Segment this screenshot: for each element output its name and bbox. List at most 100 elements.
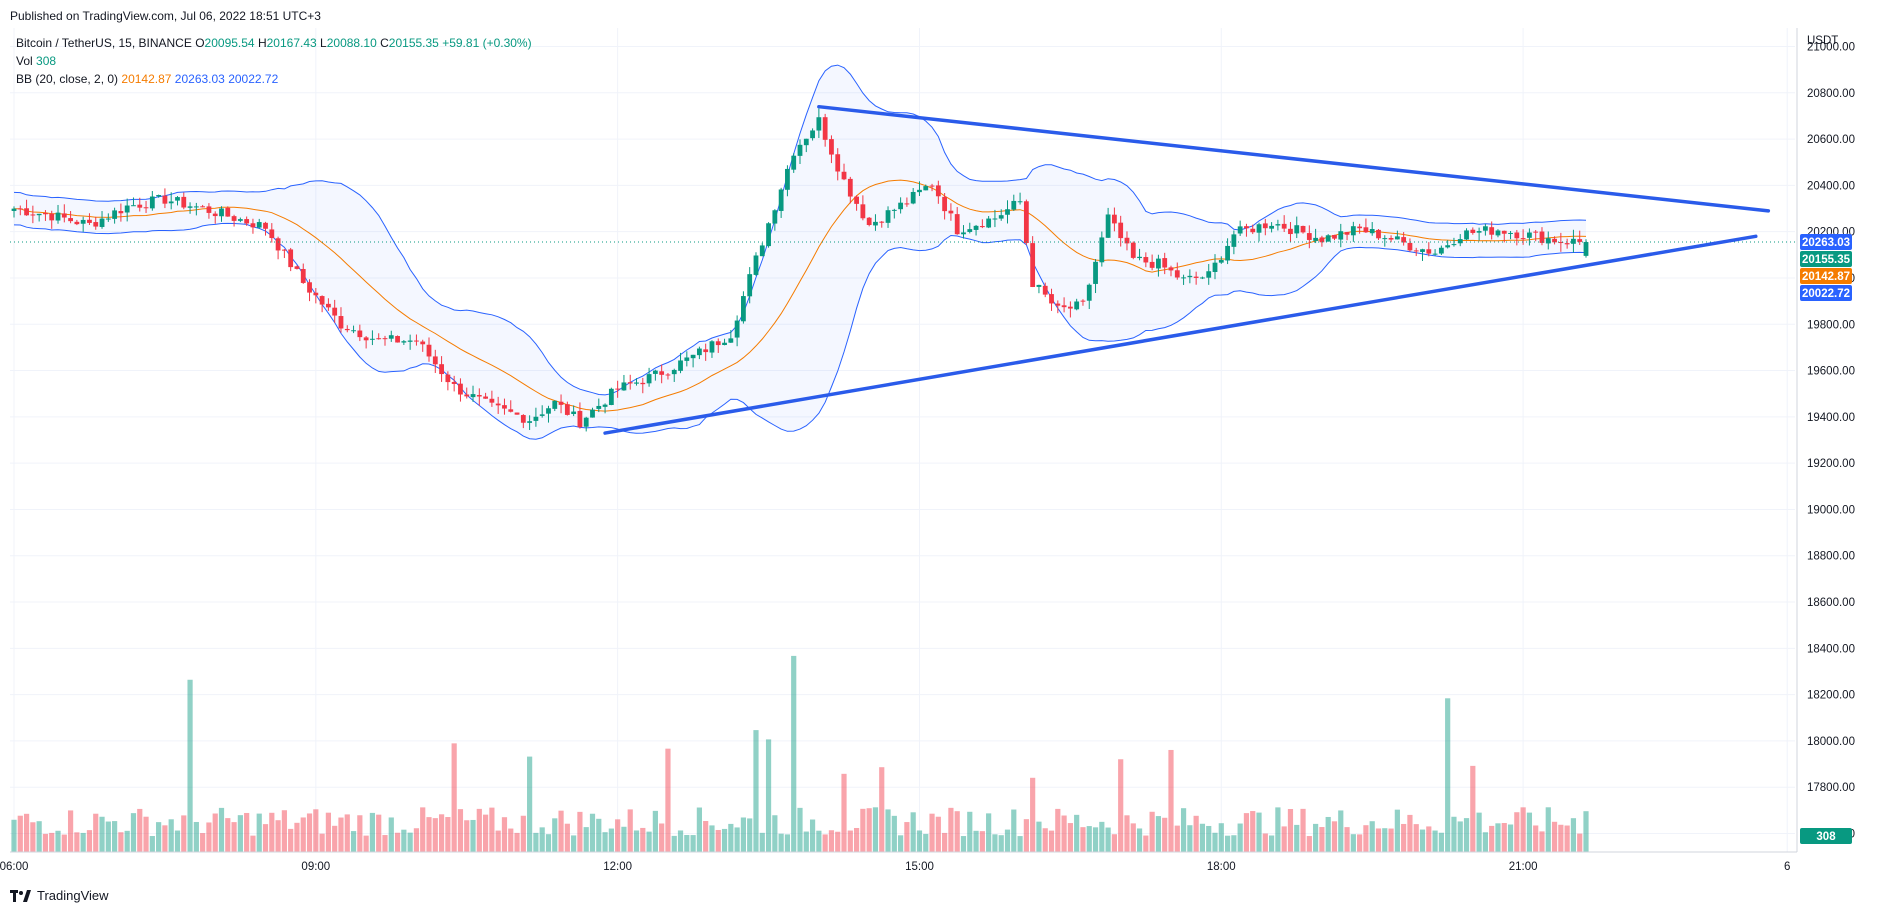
candle bbox=[885, 206, 891, 228]
candle-body bbox=[1350, 226, 1356, 236]
x-tick-label: 12:00 bbox=[603, 861, 632, 873]
candle-body bbox=[1055, 303, 1061, 306]
volume-bar bbox=[1489, 825, 1495, 852]
candle bbox=[36, 213, 42, 222]
volume-bar bbox=[306, 813, 313, 852]
candle bbox=[898, 197, 904, 214]
candle-body bbox=[646, 374, 652, 384]
candle bbox=[432, 349, 438, 373]
candle bbox=[659, 364, 665, 384]
volume-bar bbox=[866, 808, 872, 852]
volume-bar bbox=[483, 814, 489, 852]
candle-body bbox=[1036, 284, 1042, 287]
candle bbox=[1099, 231, 1105, 267]
candle-body bbox=[112, 210, 118, 219]
volume-bar bbox=[36, 821, 42, 852]
published-header: Published on TradingView.com, Jul 06, 20… bbox=[10, 9, 321, 23]
candle bbox=[1338, 223, 1344, 248]
candle-body bbox=[1256, 224, 1262, 233]
candle bbox=[1086, 283, 1092, 310]
candle bbox=[785, 165, 790, 197]
axis-price-label: 308 bbox=[1800, 828, 1852, 844]
volume-bar bbox=[61, 834, 67, 852]
legend: Bitcoin / TetherUS, 15, BINANCE O20095.5… bbox=[16, 34, 532, 88]
volume-bar bbox=[200, 833, 206, 852]
volume-bar bbox=[1243, 813, 1250, 852]
volume-bar bbox=[533, 832, 539, 852]
volume-bar bbox=[55, 830, 61, 852]
y-tick-label: 19000.00 bbox=[1807, 504, 1855, 516]
candle-body bbox=[741, 296, 746, 322]
volume-bar bbox=[860, 808, 866, 852]
volume-bar bbox=[1438, 832, 1444, 852]
volume-bar bbox=[1325, 816, 1331, 852]
candle bbox=[93, 216, 99, 230]
volume-bar bbox=[80, 832, 86, 852]
candle-body bbox=[476, 395, 482, 397]
candle-body bbox=[1093, 261, 1098, 284]
volume-bar bbox=[1149, 811, 1155, 852]
candle bbox=[596, 398, 602, 413]
volume-bar bbox=[1168, 749, 1174, 852]
volume-bar bbox=[17, 815, 23, 852]
candle-body bbox=[237, 219, 243, 221]
candle-body bbox=[193, 206, 199, 208]
candle bbox=[1313, 228, 1319, 244]
volume-bar bbox=[1061, 815, 1067, 852]
candle-body bbox=[1552, 238, 1557, 243]
candle bbox=[1005, 200, 1010, 224]
volume-bar bbox=[747, 818, 753, 852]
volume-bar bbox=[520, 815, 526, 852]
candle-body bbox=[1388, 237, 1394, 240]
candle bbox=[1401, 232, 1407, 246]
candle bbox=[1124, 231, 1130, 251]
candle bbox=[954, 207, 960, 235]
candle bbox=[979, 219, 985, 229]
candle-body bbox=[885, 210, 891, 223]
candle-body bbox=[615, 388, 621, 390]
candle bbox=[225, 206, 231, 217]
candle bbox=[338, 307, 344, 333]
candle-body bbox=[288, 249, 294, 268]
volume-bar bbox=[1281, 826, 1287, 852]
candle bbox=[476, 388, 482, 406]
candle-body bbox=[1162, 258, 1168, 268]
volume-bar bbox=[640, 827, 646, 852]
axis-price-label: 20142.87 bbox=[1800, 268, 1852, 284]
candle bbox=[652, 369, 658, 381]
plot-area bbox=[10, 28, 1795, 852]
volume-bar bbox=[571, 835, 577, 852]
candle bbox=[1011, 194, 1017, 211]
candle-body bbox=[11, 208, 17, 211]
candle bbox=[43, 210, 48, 221]
candle bbox=[451, 375, 457, 392]
candle bbox=[1527, 228, 1532, 246]
volume-bar bbox=[545, 834, 552, 852]
volume-bar bbox=[269, 812, 275, 852]
volume-bar bbox=[394, 832, 401, 852]
candle-body bbox=[684, 357, 690, 361]
candle-body bbox=[546, 408, 551, 414]
volume-bar bbox=[1533, 825, 1539, 852]
candle bbox=[1156, 254, 1161, 277]
candle bbox=[1112, 207, 1117, 232]
candle-body bbox=[973, 225, 979, 230]
candle-body bbox=[24, 208, 29, 216]
volume-bar bbox=[621, 826, 627, 852]
axis-price-label-bg bbox=[1800, 234, 1852, 250]
volume-bar bbox=[1482, 832, 1488, 852]
volume-bar bbox=[1130, 823, 1136, 852]
candle-body bbox=[715, 341, 721, 346]
candle-body bbox=[1262, 223, 1268, 229]
volume-bar bbox=[187, 679, 193, 852]
volume-bar bbox=[1004, 829, 1011, 852]
volume-bar bbox=[457, 809, 464, 852]
candle-body bbox=[1143, 257, 1149, 263]
candle-body bbox=[1520, 238, 1526, 240]
candle-body bbox=[300, 268, 306, 283]
volume-bar bbox=[281, 810, 287, 852]
candle-body bbox=[1206, 271, 1212, 278]
volume-bars bbox=[11, 655, 1589, 852]
candle bbox=[1350, 221, 1356, 242]
